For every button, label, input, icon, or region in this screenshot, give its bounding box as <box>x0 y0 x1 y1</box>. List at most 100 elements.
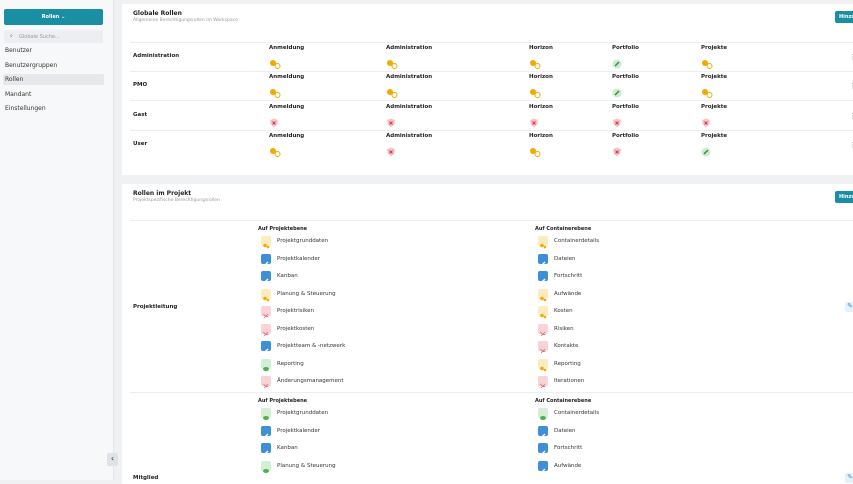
permission-icon <box>386 113 396 132</box>
permission-label: Anmeldung <box>269 133 305 139</box>
permission-label: Projektkosten <box>277 325 315 332</box>
permission-icon <box>269 113 279 132</box>
permission-icon <box>612 83 622 102</box>
permission-icon <box>529 54 541 73</box>
permission-label: Containerdetails <box>554 410 600 416</box>
role-name: User <box>133 141 148 147</box>
permission-icon <box>538 376 548 389</box>
permission-label: Projekte <box>701 74 728 80</box>
edit-button: ✎ <box>845 473 853 483</box>
permission-label: Projekte <box>701 104 728 110</box>
permission-label: Kosten <box>554 308 573 314</box>
permission-label: Projektkalender <box>277 255 320 262</box>
nav-item[interactable]: Benutzergruppen <box>5 61 58 69</box>
card-subtitle: Allgemeine Berechtigungsrollen im Worksp… <box>133 18 238 23</box>
permission-label: Reporting <box>554 360 581 367</box>
permission-label: Administration <box>386 104 433 110</box>
permission-label: Änderungsmanagement <box>277 378 344 384</box>
permission-label: Anmeldung <box>269 74 305 80</box>
add-button[interactable]: Hinzufügen <box>835 11 853 23</box>
permission-icon <box>538 358 548 371</box>
permission-label: Aufwände <box>554 462 582 469</box>
permission-icon <box>538 236 548 249</box>
permission-label: Administration <box>386 74 433 80</box>
permission-label: Anmeldung <box>269 45 305 51</box>
project-roles-card: Rollen im Projekt Projektspezifische Ber… <box>122 184 853 484</box>
role-name: Projektleitung <box>133 304 178 310</box>
permission-label: Horizon <box>529 74 553 80</box>
row-separator <box>130 100 853 101</box>
permission-label: Reporting <box>277 360 304 367</box>
permission-label: Projektgrunddaten <box>277 410 329 416</box>
permission-label: Fortschritt <box>554 445 583 451</box>
column-title: Auf Projektebene <box>258 398 308 404</box>
row-menu: ⋮ <box>849 82 853 90</box>
row-menu: ⋮ <box>849 53 853 61</box>
global-roles-card: Globale Rollen Allgemeine Berechtigungsr… <box>122 4 853 175</box>
permission-label: Iterationen <box>554 378 585 384</box>
permission-icon <box>386 54 398 73</box>
column-title: Auf Containerebene <box>535 398 592 404</box>
nav-item[interactable]: Mandant <box>5 90 32 98</box>
add-button[interactable]: Hinzufügen <box>835 191 853 203</box>
permission-icon <box>538 460 548 474</box>
permission-label: Horizon <box>529 104 553 110</box>
permission-label: Administration <box>386 133 433 139</box>
permission-icon <box>612 54 622 73</box>
permission-label: Portfolio <box>612 74 639 80</box>
role-name: Administration <box>133 53 180 59</box>
permission-icon <box>538 341 548 354</box>
permission-icon <box>538 408 548 420</box>
permission-icon <box>529 142 541 161</box>
search-box[interactable]: ⌕ Globale Suche... <box>4 30 103 43</box>
button-label: Rollen <box>41 14 60 20</box>
permission-icon <box>261 425 271 439</box>
permission-icon <box>261 341 271 354</box>
permission-label: Portfolio <box>612 45 639 51</box>
role-name: Mitglied <box>133 475 159 481</box>
edit-button: ✎ <box>845 302 853 312</box>
permission-label: Risiken <box>554 325 574 332</box>
permission-label: Kanban <box>277 445 298 451</box>
permission-icon <box>269 142 281 161</box>
row-separator <box>130 130 853 131</box>
permission-icon <box>701 113 711 132</box>
permission-label: Projektkalender <box>277 427 320 434</box>
permission-icon <box>701 142 711 161</box>
collapse-button[interactable]: ‹ <box>107 453 118 466</box>
permission-label: Aufwände <box>554 290 582 297</box>
search-placeholder: Globale Suche... <box>19 34 60 40</box>
permission-icon <box>261 408 271 420</box>
permission-icon <box>538 288 548 301</box>
permission-label: Fortschritt <box>554 273 583 279</box>
permission-icon <box>538 323 548 336</box>
permission-label: Portfolio <box>612 133 639 139</box>
section-separator <box>130 392 853 393</box>
nav-item[interactable]: Einstellungen <box>5 105 46 113</box>
row-separator <box>130 71 853 72</box>
permission-icon <box>701 83 713 102</box>
role-button[interactable]: Rollen ⌄ <box>4 9 103 25</box>
nav-item[interactable]: Benutzer <box>5 47 33 54</box>
section-separator <box>130 220 853 221</box>
permission-icon <box>261 236 271 249</box>
card-title: Globale Rollen <box>133 10 182 17</box>
permission-icon <box>612 142 622 161</box>
column-title: Auf Containerebene <box>535 226 592 232</box>
row-separator <box>130 42 853 43</box>
permission-icon <box>386 142 396 161</box>
column-title: Auf Projektebene <box>258 226 308 232</box>
permission-icon <box>701 54 713 73</box>
permission-label: Projekte <box>701 45 728 51</box>
row-menu: ⋮ <box>849 112 853 120</box>
permission-label: Kanban <box>277 273 298 279</box>
permission-label: Projektgrunddaten <box>277 238 329 244</box>
permission-icon <box>261 358 271 371</box>
permission-label: Administration <box>386 45 433 51</box>
permission-icon <box>538 253 548 267</box>
permission-icon <box>261 460 271 473</box>
permission-label: Projektrisiken <box>277 308 315 314</box>
permission-icon <box>261 323 271 336</box>
nav-item[interactable]: Rollen <box>3 74 104 86</box>
